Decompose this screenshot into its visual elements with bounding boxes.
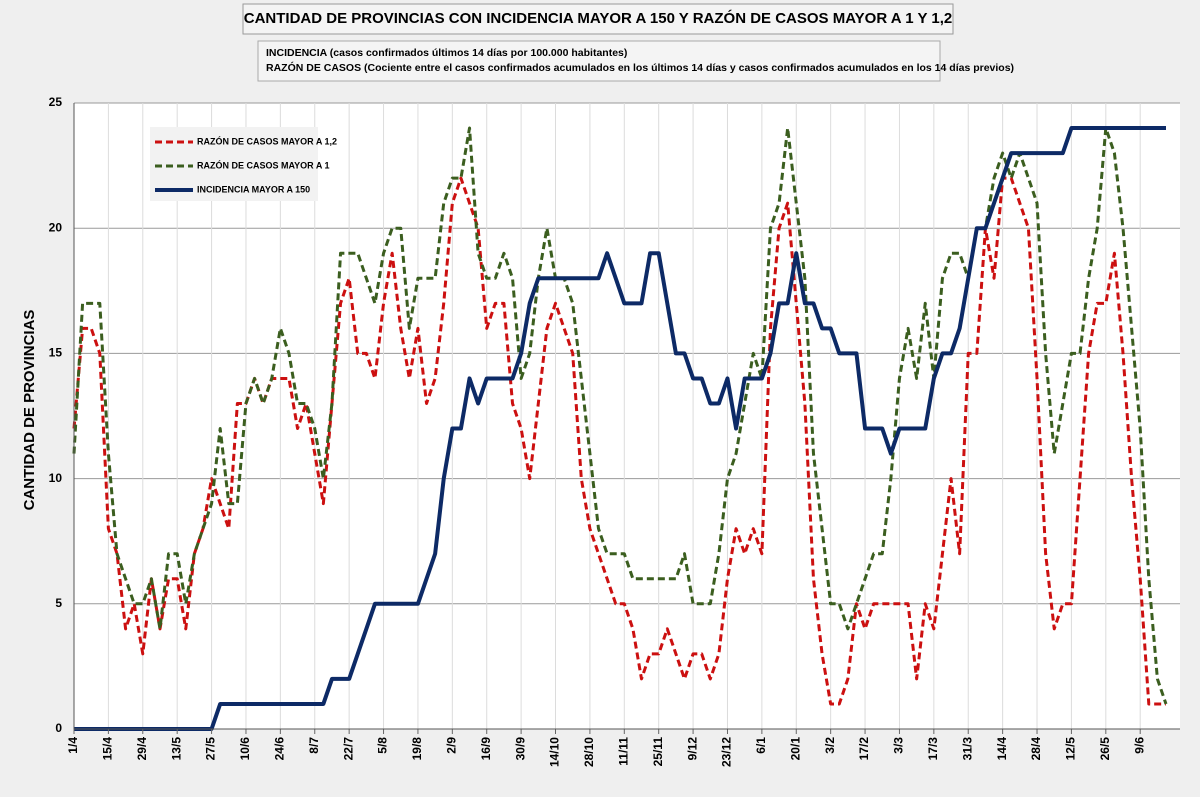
y-tick-label: 10 xyxy=(49,471,63,485)
x-tick-label: 19/8 xyxy=(410,737,424,761)
x-tick-label: 5/8 xyxy=(376,737,390,754)
legend-label: RAZÓN DE CASOS MAYOR A 1 xyxy=(197,159,330,170)
title-box xyxy=(242,3,954,35)
x-tick-label: 15/4 xyxy=(101,737,115,761)
x-tick-label: 3/2 xyxy=(823,737,837,754)
x-tick-label: 28/10 xyxy=(582,737,596,767)
x-tick-label: 26/5 xyxy=(1098,737,1112,761)
x-tick-label: 2/9 xyxy=(445,737,459,754)
x-tick-label: 17/2 xyxy=(857,737,871,761)
y-tick-label: 25 xyxy=(49,95,63,109)
x-tick-label: 30/9 xyxy=(513,737,527,761)
series-line xyxy=(72,176,1166,706)
y-axis-label: CANTIDAD DE PROVINCIAS xyxy=(21,310,38,511)
x-tick-label: 6/1 xyxy=(754,737,768,754)
x-tick-label: 8/7 xyxy=(307,737,321,754)
x-tick-label: 28/4 xyxy=(1029,737,1043,761)
x-tick-label: 29/4 xyxy=(135,737,149,761)
x-tick-label: 14/10 xyxy=(548,737,562,767)
x-tick-label: 31/3 xyxy=(960,737,974,761)
x-tick-label: 23/12 xyxy=(720,737,734,767)
x-tick-label: 16/9 xyxy=(479,737,493,761)
x-tick-label: 13/5 xyxy=(169,737,183,761)
subtitle: RAZÓN DE CASOS (Cociente entre el casos … xyxy=(266,61,1014,74)
subtitle: INCIDENCIA (casos confirmados últimos 14… xyxy=(266,47,627,59)
x-tick-label: 1/4 xyxy=(66,737,80,754)
legend-label: INCIDENCIA MAYOR A 150 xyxy=(197,184,310,194)
legend-label: RAZÓN DE CASOS MAYOR A 1,2 xyxy=(197,135,337,146)
x-tick-label: 12/5 xyxy=(1064,737,1078,761)
series-line xyxy=(74,126,1166,731)
x-tick-label: 3/3 xyxy=(892,737,906,754)
chart-title: CANTIDAD DE PROVINCIAS CON INCIDENCIA MA… xyxy=(244,9,952,27)
x-tick-label: 24/6 xyxy=(273,737,287,761)
x-tick-label: 14/4 xyxy=(995,737,1009,761)
x-tick-label: 25/11 xyxy=(651,737,665,767)
x-tick-label: 9/6 xyxy=(1132,737,1146,754)
x-tick-label: 11/11 xyxy=(616,737,630,766)
x-tick-label: 20/1 xyxy=(788,737,802,761)
subtitle-box xyxy=(257,40,941,82)
y-tick-label: 15 xyxy=(49,346,63,360)
y-tick-label: 5 xyxy=(55,596,62,610)
x-tick-label: 9/12 xyxy=(685,737,699,761)
x-tick-label: 27/5 xyxy=(204,737,218,761)
x-tick-label: 10/6 xyxy=(238,737,252,761)
y-tick-label: 20 xyxy=(49,220,63,234)
plot-area xyxy=(74,103,1180,729)
x-tick-label: 22/7 xyxy=(341,737,355,761)
y-tick-label: 0 xyxy=(55,721,62,735)
x-tick-label: 17/3 xyxy=(926,737,940,761)
